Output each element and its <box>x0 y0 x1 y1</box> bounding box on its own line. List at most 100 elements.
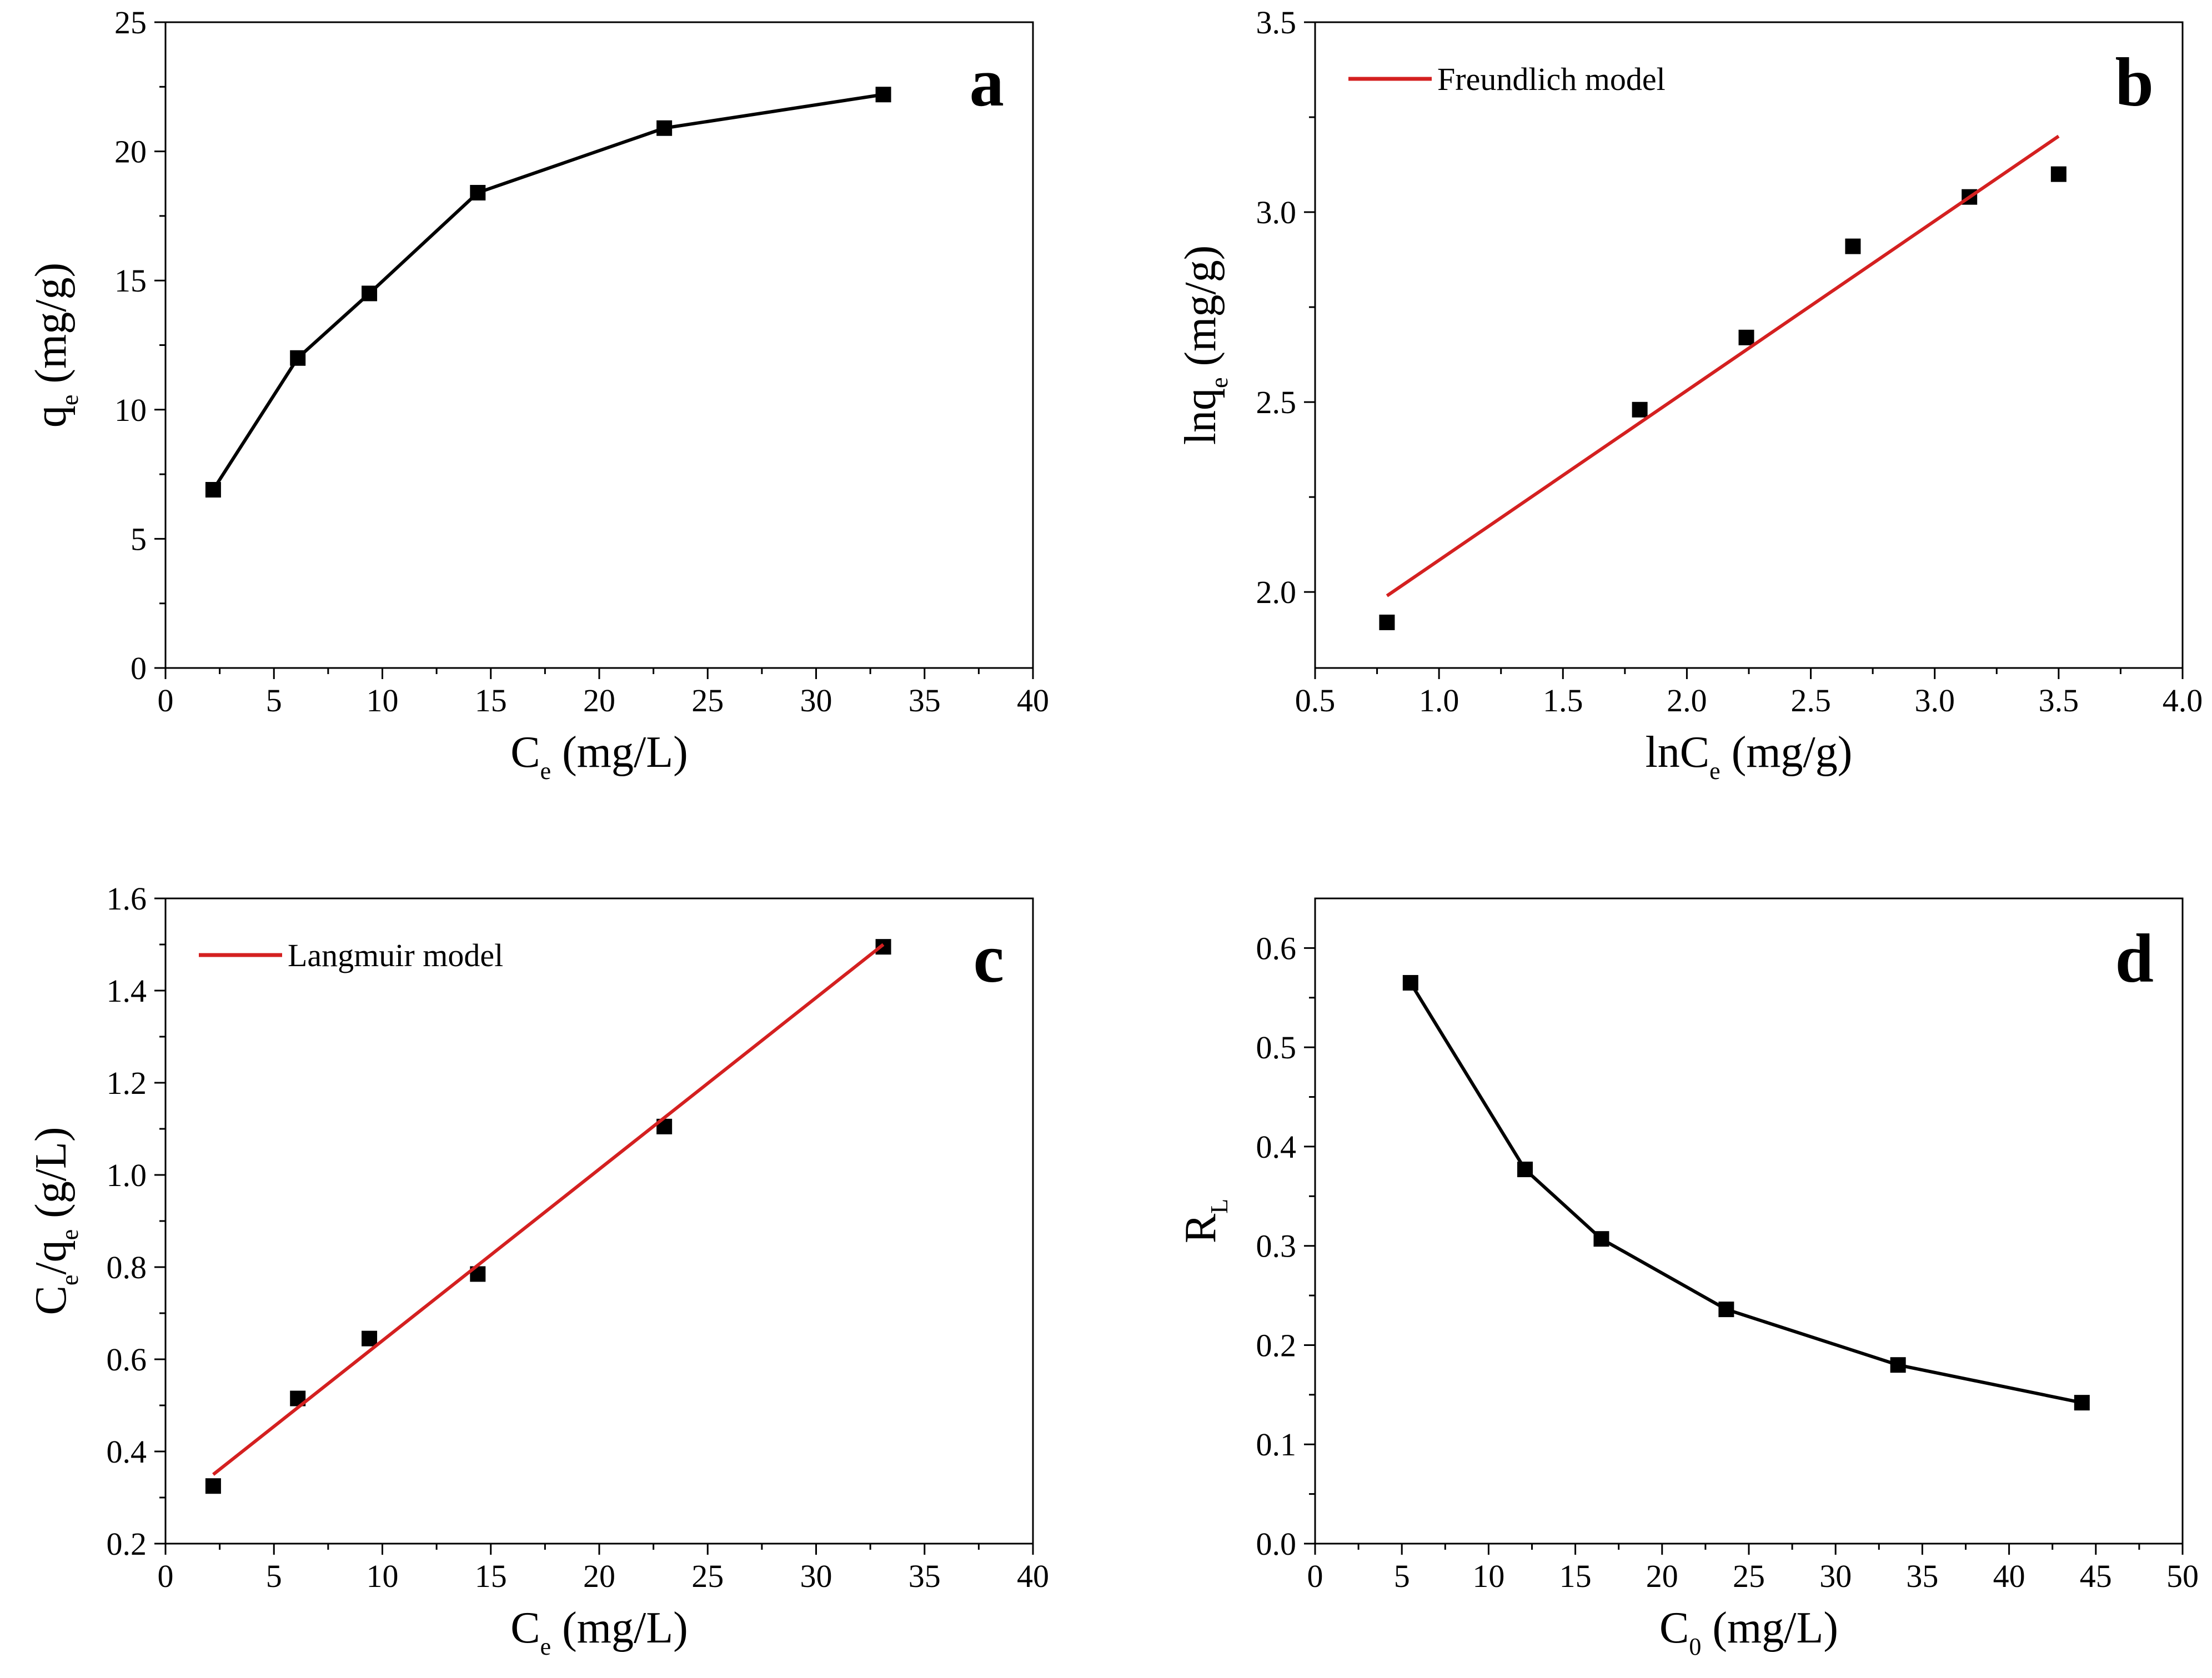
y-tick-label-b: 2.0 <box>1256 574 1297 610</box>
x-tick-label-d: 50 <box>2166 1558 2199 1594</box>
data-point-d <box>1718 1302 1734 1318</box>
y-tick-label-b: 3.0 <box>1256 194 1297 230</box>
y-axis-label-c: Ce/qe (g/L) <box>27 1127 83 1315</box>
y-tick-label-c: 0.2 <box>107 1526 147 1562</box>
data-point-d <box>2074 1395 2090 1411</box>
x-axis-label-d: C0 (mg/L) <box>1659 1604 1838 1660</box>
data-line-d <box>1409 982 2083 1405</box>
data-point-b <box>1738 329 1754 345</box>
x-tick-label-c: 15 <box>475 1558 507 1594</box>
legend-label-b: Freundlich model <box>1437 61 1666 97</box>
y-tick-label-c: 1.2 <box>107 1065 147 1101</box>
y-tick-label-d: 0.4 <box>1256 1129 1297 1165</box>
x-tick-label-c: 35 <box>909 1558 941 1594</box>
data-point-b <box>1379 614 1395 630</box>
data-point-b <box>1632 401 1648 418</box>
x-tick-label-d: 15 <box>1559 1558 1592 1594</box>
y-tick-label-d: 0.5 <box>1256 1029 1297 1066</box>
panel-d: 0 5 10 15 20 25 30 35 40 45 50 0.0 0.1 0.2 0.3 0.4 0.5 0.… <box>1176 897 2199 1660</box>
data-point-a <box>205 482 221 498</box>
x-tick-label-a: 20 <box>583 682 615 719</box>
x-tick-label-a: 40 <box>1017 682 1049 719</box>
data-point-b <box>1845 238 1861 254</box>
x-tick-label-d: 45 <box>2080 1558 2112 1594</box>
y-tick-label-a: 20 <box>114 134 147 170</box>
x-tick-label-d: 0 <box>1307 1558 1323 1594</box>
x-tick-label-d: 30 <box>1819 1558 1852 1594</box>
x-tick-label-b: 1.5 <box>1543 682 1583 719</box>
data-point-d <box>1517 1162 1533 1178</box>
x-tick-label-a: 15 <box>475 682 507 719</box>
panel-c: 0 5 10 15 20 25 30 35 40 0.2 0.4 0.6 0.8 1.0 1.2 1.4 1.6… <box>27 881 1049 1660</box>
x-tick-label-b: 2.0 <box>1667 682 1707 719</box>
x-tick-label-b: 3.0 <box>1914 682 1955 719</box>
x-tick-label-d: 10 <box>1472 1558 1504 1594</box>
x-tick-label-a: 10 <box>367 682 399 719</box>
y-tick-label-a: 25 <box>114 4 147 41</box>
x-tick-label-a: 35 <box>909 682 941 719</box>
x-tick-label-c: 0 <box>158 1558 174 1594</box>
x-tick-label-a: 5 <box>266 682 282 719</box>
fit-line-c <box>212 943 885 1476</box>
y-tick-label-c: 1.0 <box>107 1157 147 1193</box>
x-tick-label-c: 10 <box>367 1558 399 1594</box>
y-tick-label-b: 3.5 <box>1256 4 1297 41</box>
plot-frame-d <box>1314 897 2184 1545</box>
y-tick-label-c: 0.4 <box>107 1434 147 1470</box>
x-tick-label-d: 5 <box>1394 1558 1410 1594</box>
data-line-a <box>212 93 884 491</box>
y-axis-label-b: lnqe (mg/g) <box>1176 245 1233 445</box>
panel-letter-a: a <box>970 44 1005 121</box>
fit-line-b <box>1386 134 2060 597</box>
x-tick-label-d: 35 <box>1906 1558 1938 1594</box>
plot-frame-a <box>164 21 1034 669</box>
data-point-d <box>1890 1357 1906 1373</box>
x-tick-label-a: 30 <box>800 682 832 719</box>
data-point-d <box>1402 974 1418 991</box>
panel-letter-b: b <box>2115 44 2154 121</box>
data-point-a <box>362 285 378 302</box>
x-tick-label-b: 3.5 <box>2039 682 2079 719</box>
y-tick-label-c: 1.4 <box>107 973 147 1009</box>
panel-letter-d: d <box>2115 921 2154 997</box>
x-tick-label-d: 25 <box>1733 1558 1765 1594</box>
x-axis-label-a: Ce (mg/L) <box>510 728 688 785</box>
panel-b: 0.5 1.0 1.5 2.0 2.5 3.0 3.5 4.0 2.0 2.5 3.0 3.5 lnCe… <box>1176 4 2203 785</box>
x-tick-label-c: 5 <box>266 1558 282 1594</box>
panel-letter-c: c <box>974 921 1004 997</box>
x-axis-label-c: Ce (mg/L) <box>510 1604 688 1660</box>
x-tick-label-c: 40 <box>1017 1558 1049 1594</box>
plot-frame-c <box>164 897 1034 1545</box>
x-tick-label-b: 4.0 <box>2163 682 2203 719</box>
x-axis-label-b: lnCe (mg/g) <box>1646 728 1853 785</box>
data-point-b <box>2050 166 2066 182</box>
y-tick-label-d: 0.1 <box>1256 1426 1297 1463</box>
y-tick-label-a: 10 <box>114 392 147 428</box>
data-point-c <box>205 1478 221 1494</box>
x-tick-label-d: 20 <box>1646 1558 1678 1594</box>
x-tick-label-a: 25 <box>691 682 724 719</box>
y-axis-label-a: qe (mg/g) <box>27 263 83 428</box>
y-tick-label-c: 1.6 <box>107 881 147 917</box>
x-tick-label-c: 25 <box>691 1558 724 1594</box>
legend-label-c: Langmuir model <box>288 937 503 973</box>
y-tick-label-c: 0.8 <box>107 1249 147 1285</box>
data-point-a <box>656 120 673 136</box>
y-axis-label-d: RL <box>1176 1199 1233 1243</box>
x-tick-label-c: 20 <box>583 1558 615 1594</box>
x-tick-label-b: 0.5 <box>1295 682 1336 719</box>
y-tick-label-d: 0.2 <box>1256 1327 1297 1363</box>
x-tick-label-a: 0 <box>158 682 174 719</box>
data-point-a <box>290 350 306 366</box>
y-tick-label-a: 0 <box>131 650 147 686</box>
data-point-d <box>1593 1231 1609 1247</box>
x-tick-label-b: 2.5 <box>1790 682 1831 719</box>
y-tick-label-d: 0.3 <box>1256 1228 1297 1264</box>
data-point-a <box>470 185 486 201</box>
y-tick-label-d: 0.0 <box>1256 1526 1297 1562</box>
y-tick-label-a: 5 <box>131 521 147 557</box>
x-tick-label-b: 1.0 <box>1419 682 1459 719</box>
x-tick-label-c: 30 <box>800 1558 832 1594</box>
y-tick-label-a: 15 <box>114 263 147 299</box>
